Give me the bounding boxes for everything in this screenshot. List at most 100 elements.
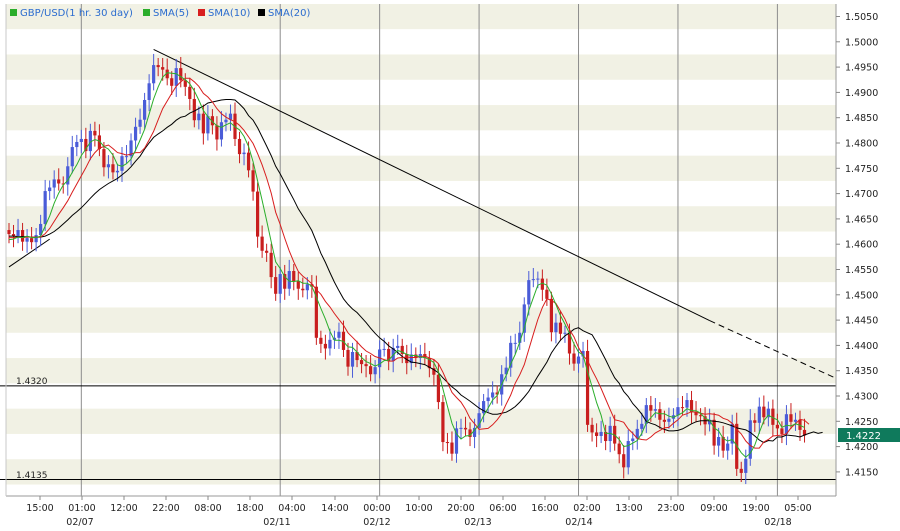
legend-sma10: SMA(10) (208, 8, 250, 19)
candle-body (698, 415, 703, 417)
candle-body (57, 179, 61, 184)
x-time-label: 06:00 (489, 503, 516, 514)
candle-body (165, 69, 169, 79)
y-tick-label: 1.4550 (845, 265, 878, 276)
candle-body (133, 126, 138, 141)
candle-body (79, 138, 83, 142)
candle-body (685, 400, 689, 408)
candle-body (314, 286, 318, 338)
candle-body (179, 68, 183, 81)
x-time-label: 09:00 (700, 503, 727, 514)
y-tick-label: 1.4150 (845, 467, 878, 478)
candle-body (427, 358, 431, 369)
candle-body (387, 348, 391, 362)
candle-body (346, 349, 350, 367)
x-time-label: 20:00 (447, 503, 474, 514)
candle-body (662, 419, 666, 422)
candle-body (689, 400, 694, 413)
candle-body (20, 230, 25, 242)
candle-body (11, 234, 16, 237)
candle-body (206, 116, 210, 134)
candle-body (373, 367, 377, 375)
candle-body (210, 116, 214, 126)
candle-body (215, 125, 219, 140)
candle-body (61, 183, 65, 185)
candle-body (694, 412, 698, 416)
candle-body (762, 406, 766, 418)
y-tick-label: 1.4850 (845, 113, 878, 124)
candle-body (75, 141, 79, 148)
candle-body (757, 406, 761, 423)
candle-body (143, 99, 147, 120)
candle-body (581, 350, 585, 357)
x-time-label: 10:00 (405, 503, 432, 514)
candle-body (436, 374, 440, 403)
legend-swatch-sma20 (258, 9, 265, 16)
y-tick-label: 1.4750 (845, 164, 878, 175)
candle-body (341, 331, 346, 350)
candle-body (793, 419, 798, 422)
candle-body (197, 113, 201, 121)
candle-body (400, 345, 404, 355)
candle-body (174, 68, 178, 86)
candle-body (328, 339, 332, 349)
legend-swatch-price (10, 9, 17, 16)
level-labels: 1.4320 1.4135 (16, 377, 48, 481)
candle-body (246, 152, 251, 171)
candle-body (156, 65, 160, 68)
last-price-label: 1.4222 (846, 431, 881, 442)
candle-body (102, 149, 106, 168)
level-label-lower: 1.4135 (16, 471, 48, 481)
background-band (6, 155, 836, 181)
x-time-label: 13:00 (615, 503, 642, 514)
y-tick-label: 1.4600 (845, 240, 878, 251)
candle-body (88, 130, 92, 152)
horizontal-levels (0, 385, 836, 480)
candle-body (332, 337, 337, 340)
candle-body (585, 350, 590, 425)
candle-body (676, 407, 680, 416)
candle-body (558, 322, 563, 334)
candle-body (93, 130, 97, 136)
candle-body (599, 431, 603, 436)
candle-body (775, 424, 779, 429)
candle-body (283, 274, 287, 289)
legend-swatch-sma10 (198, 9, 205, 16)
candle-body (667, 418, 671, 422)
candle-body (631, 438, 635, 442)
x-axis-ticks: 15:00 01:00 12:00 22:00 08:00 18:00 04:00 14:00… (26, 496, 812, 528)
candle-body (237, 138, 242, 155)
candle-body (66, 166, 70, 185)
candle-body (468, 429, 472, 437)
x-date-label: 02/07 (66, 517, 93, 527)
background-band (6, 206, 836, 232)
candle-body (350, 351, 355, 367)
y-tick-label: 1.4300 (845, 392, 878, 403)
candle-body (269, 252, 273, 278)
candle-body (495, 392, 499, 395)
sma10-line (9, 77, 810, 449)
candle-body (766, 408, 770, 418)
legend-swatch-sma5 (143, 9, 150, 16)
candle-body (323, 343, 327, 349)
candle-body (622, 454, 626, 468)
x-date-label: 02/12 (363, 517, 390, 527)
candle-body (97, 135, 101, 150)
candle-body (170, 78, 174, 86)
candle-body (617, 443, 621, 455)
x-time-label: 22:00 (152, 503, 179, 514)
y-tick-label: 1.5000 (845, 37, 878, 48)
x-time-label: 00:00 (363, 503, 390, 514)
candle-body (491, 392, 495, 398)
candle-body (292, 271, 296, 282)
last-price-badge (838, 428, 900, 442)
legend-sma5: SMA(5) (153, 8, 189, 19)
candle-body (712, 419, 716, 446)
y-axis-ticks: 1.5050 1.5000 1.4950 1.4900 1.4850 1.4800 1.47… (836, 12, 878, 478)
candle-body (653, 409, 657, 411)
y-tick-label: 1.4950 (845, 63, 878, 74)
candle-body (396, 345, 400, 348)
candle-body (658, 409, 662, 420)
candle-body (30, 238, 34, 243)
